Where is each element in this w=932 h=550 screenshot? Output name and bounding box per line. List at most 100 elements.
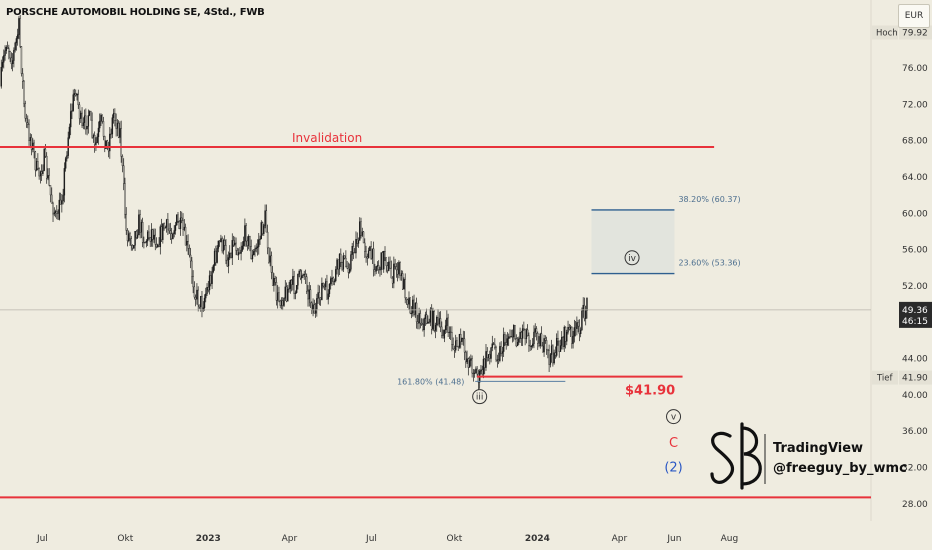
candle-body xyxy=(471,358,473,374)
candle-body xyxy=(275,282,278,301)
candle-body xyxy=(378,265,380,270)
y-tick-label[interactable]: 28.00 xyxy=(902,500,928,510)
y-tick-label[interactable]: 72.00 xyxy=(902,100,928,110)
candle-body xyxy=(75,93,77,96)
candle-body xyxy=(391,277,394,284)
candle-body xyxy=(49,185,52,196)
x-tick-label[interactable]: Apr xyxy=(282,534,298,544)
y-tick-label[interactable]: 68.00 xyxy=(902,137,928,147)
y-tick-label[interactable]: 56.00 xyxy=(902,246,928,256)
candle-body xyxy=(184,226,187,246)
x-tick-label[interactable]: Jun xyxy=(666,534,681,544)
y-tick-label[interactable]: 64.00 xyxy=(902,173,928,183)
candle-body xyxy=(105,140,107,149)
fib-extension-label: 161.80% (41.48) xyxy=(397,377,464,386)
candle-body xyxy=(422,324,424,331)
candle-body xyxy=(200,295,202,308)
x-tick-label[interactable]: Okt xyxy=(117,534,133,544)
candle-body xyxy=(44,148,47,157)
candle-body xyxy=(193,286,196,298)
candle-body xyxy=(292,276,294,285)
y-tick-label[interactable]: 40.00 xyxy=(902,391,928,401)
candle-body xyxy=(509,336,511,338)
y-tick-label[interactable]: 44.00 xyxy=(902,355,928,365)
y-tick-label[interactable]: 52.00 xyxy=(902,282,928,292)
candle-body xyxy=(525,329,528,339)
currency-button[interactable]: EUR xyxy=(898,4,930,28)
candle-body xyxy=(543,338,545,353)
y-tick-label[interactable]: 36.00 xyxy=(902,427,928,437)
x-tick-label[interactable]: Aug xyxy=(721,534,739,544)
x-tick-label[interactable]: Okt xyxy=(447,534,463,544)
candle-body xyxy=(99,120,101,129)
candle-body xyxy=(456,340,458,347)
candle-body xyxy=(266,231,269,249)
candle-body xyxy=(115,120,117,129)
candle-body xyxy=(177,214,179,222)
candle-body xyxy=(169,230,172,234)
candle-body xyxy=(299,270,302,279)
candle-body xyxy=(242,241,245,247)
candle-body xyxy=(436,317,438,326)
candle-body xyxy=(429,308,432,323)
candle-body xyxy=(475,368,477,374)
candle-body xyxy=(489,354,491,359)
candle-body xyxy=(167,219,169,230)
high-badge-bg xyxy=(872,25,898,40)
candle-body xyxy=(357,240,360,244)
candle-body xyxy=(288,288,290,290)
candle-body xyxy=(428,321,430,323)
candle-body xyxy=(230,252,232,258)
candle-body xyxy=(159,226,162,247)
candle-body xyxy=(222,240,225,252)
candle-body xyxy=(369,246,371,251)
candle-body xyxy=(59,199,62,205)
candle-body xyxy=(492,343,495,345)
x-tick-label[interactable]: Apr xyxy=(612,534,628,544)
candle-body xyxy=(146,231,149,242)
candle-body xyxy=(206,287,208,295)
candle-body xyxy=(196,289,198,300)
candle-body xyxy=(18,18,20,35)
x-tick-label[interactable]: Jul xyxy=(36,534,48,544)
candle-body xyxy=(576,322,578,329)
candle-body xyxy=(168,228,170,231)
candle-body xyxy=(370,246,372,259)
candle-body xyxy=(443,329,446,339)
y-tick-label[interactable]: 76.00 xyxy=(902,64,928,74)
y-tick-label[interactable]: 32.00 xyxy=(902,463,928,473)
candle-body xyxy=(564,326,567,342)
candle-body xyxy=(376,265,379,267)
y-tick-label[interactable]: 60.00 xyxy=(902,209,928,219)
candle-body xyxy=(346,265,348,269)
candle-body xyxy=(63,168,66,196)
candle-body xyxy=(409,297,411,314)
candle-body xyxy=(256,246,259,249)
x-tick-label[interactable]: Jul xyxy=(365,534,377,544)
candle-body xyxy=(506,338,509,345)
candle-body xyxy=(130,238,132,246)
candle-body xyxy=(404,279,406,299)
candle-body xyxy=(562,336,564,348)
candle-body xyxy=(9,51,11,59)
x-tick-label[interactable]: 2023 xyxy=(196,534,221,544)
price-axis[interactable]: 28.0032.0036.0040.0044.0048.0052.0056.00… xyxy=(902,64,928,510)
candle-body xyxy=(111,117,114,135)
candle-body xyxy=(441,326,443,336)
candle-body xyxy=(388,261,390,271)
candle-body xyxy=(93,134,96,145)
candle-body xyxy=(559,345,562,352)
candle-body xyxy=(537,332,539,344)
candle-body xyxy=(326,281,328,300)
candle-body xyxy=(28,124,30,141)
candle-body xyxy=(0,66,2,87)
candle-body xyxy=(316,298,318,310)
candle-body xyxy=(43,148,45,171)
time-axis[interactable]: Jul Okt 2023 Apr Jul Okt 2024 Apr Jun Aug xyxy=(36,534,738,544)
candle-body xyxy=(352,246,355,253)
x-tick-label[interactable]: 2024 xyxy=(525,534,550,544)
candle-body xyxy=(442,335,444,339)
